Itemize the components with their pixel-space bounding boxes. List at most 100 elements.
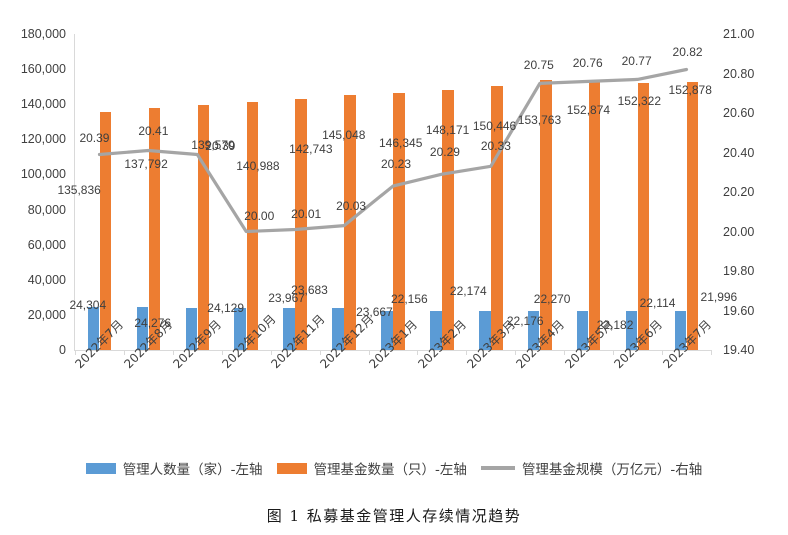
x-axis-tick (417, 350, 419, 355)
bar-label-funds: 152,874 (566, 102, 611, 117)
bar-label-funds: 135,836 (57, 182, 101, 197)
line-label-scale: 20.00 (244, 208, 275, 223)
line-label-scale: 20.01 (291, 206, 322, 221)
left-axis-tick-label: 180,000 (20, 27, 66, 41)
bar-funds (148, 108, 161, 350)
left-axis-tick-label: 100,000 (20, 167, 66, 182)
chart-legend: 管理人数量（家）-左轴 管理基金数量（只）-左轴 管理基金规模（万亿元）-右轴 (0, 458, 788, 478)
legend-label: 管理基金数量（只）-左轴 (313, 462, 467, 478)
x-axis-tick (319, 350, 321, 355)
right-axis-tick-label: 19.40 (723, 343, 755, 357)
x-axis-tick (662, 350, 664, 355)
bar-managers (674, 311, 687, 350)
bar-managers (576, 311, 589, 350)
x-axis-tick (711, 350, 712, 355)
left-axis-tick-label: 20,000 (27, 307, 66, 322)
right-axis-tick-label: 20.00 (723, 224, 755, 239)
line-label-scale: 20.76 (572, 56, 603, 71)
bar-label-managers: 22,156 (391, 292, 428, 307)
line-label-scale: 20.41 (138, 123, 169, 138)
bar-label-funds: 139,570 (191, 137, 235, 152)
x-axis-tick (515, 350, 517, 355)
bar-label-managers: 24,129 (207, 300, 244, 315)
y-axis-line (74, 34, 75, 350)
bar-label-funds: 152,322 (617, 93, 661, 108)
legend-item[interactable]: 管理人数量（家）-左轴 (85, 458, 263, 478)
right-axis-tick-label: 19.80 (723, 264, 755, 278)
bar-funds (686, 81, 699, 350)
x-axis-tick (123, 350, 125, 355)
bar-label-funds: 152,878 (668, 82, 712, 97)
bar-label-funds: 148,171 (425, 122, 470, 137)
line-label-scale: 20.77 (621, 54, 652, 69)
bar-label-funds: 150,446 (472, 118, 517, 133)
bar-label-funds: 146,345 (379, 136, 423, 151)
right-axis-tick-label: 20.20 (723, 185, 755, 199)
left-axis-tick-label: 0 (59, 343, 66, 357)
bar-label-managers: 23,683 (291, 283, 328, 298)
bar-funds (588, 81, 601, 350)
bar-label-funds: 140,988 (236, 159, 280, 174)
bar-managers (381, 311, 393, 350)
bar-label-managers: 22,114 (639, 296, 676, 311)
x-axis-tick (221, 350, 223, 355)
bar-funds (393, 93, 405, 350)
bar-funds (246, 102, 259, 350)
right-axis-tick-label: 20.80 (723, 66, 755, 81)
figure-caption: 图 1 私募基金管理人存续情况趋势 (266, 507, 522, 525)
left-axis-tick-label: 160,000 (20, 62, 66, 77)
bar-managers (234, 307, 246, 350)
bar-managers (136, 307, 149, 350)
legend-item[interactable]: 管理基金规模（万亿元）-右轴 (480, 458, 703, 478)
x-axis-tick (368, 350, 370, 355)
line-label-scale: 20.75 (523, 58, 554, 73)
right-axis-tick-label: 19.60 (723, 303, 755, 318)
x-axis-tick (564, 350, 566, 355)
line-label-scale: 20.03 (336, 198, 367, 213)
bar-label-funds: 145,048 (322, 128, 366, 143)
bar-label-managers: 23,667 (356, 305, 393, 320)
bar-label-managers: 22,270 (533, 291, 571, 306)
bar-managers (87, 307, 100, 350)
bar-managers (527, 310, 540, 350)
legend-label: 管理基金规模（万亿元）-右轴 (521, 462, 703, 478)
line-label-scale: 20.39 (205, 139, 236, 154)
right-axis-tick-label: 21.00 (723, 27, 755, 41)
line-label-scale: 20.23 (381, 157, 412, 172)
bar-funds (295, 99, 307, 350)
legend-swatch-icon (85, 462, 116, 474)
right-axis-tick-label: 20.40 (723, 145, 755, 160)
bar-label-managers: 22,176 (506, 314, 544, 329)
x-axis-tick (613, 350, 615, 355)
bar-managers (625, 311, 638, 350)
bar-managers (479, 311, 491, 350)
left-axis-tick-label: 120,000 (20, 132, 66, 147)
bar-label-funds: 137,792 (124, 157, 168, 172)
bar-label-managers: 22,174 (449, 284, 487, 299)
bar-label-managers: 24,276 (134, 316, 172, 331)
bar-managers (332, 308, 344, 350)
legend-label: 管理人数量（家）-左轴 (122, 462, 263, 478)
right-axis-tick-label: 20.60 (723, 106, 755, 120)
left-axis-tick-label: 80,000 (27, 202, 66, 217)
x-axis-tick (172, 350, 174, 355)
bar-label-funds: 153,763 (517, 113, 562, 128)
left-axis-tick-label: 40,000 (27, 272, 66, 287)
bar-label-managers: 22,182 (596, 318, 634, 333)
line-label-scale: 20.82 (672, 44, 703, 59)
legend-item[interactable]: 管理基金数量（只）-左轴 (276, 458, 467, 478)
x-axis-line (74, 350, 711, 351)
x-axis-tick (270, 350, 272, 355)
line-label-scale: 20.33 (480, 139, 511, 154)
bar-label-managers: 21,996 (700, 290, 738, 305)
bar-label-managers: 24,304 (69, 298, 107, 313)
bar-managers (185, 307, 197, 350)
left-axis-tick-label: 60,000 (27, 237, 66, 252)
bar-managers (430, 311, 442, 350)
bar-label-funds: 142,743 (289, 142, 333, 157)
bar-label-managers: 23,967 (268, 290, 305, 305)
x-axis-tick (466, 350, 468, 355)
line-label-scale: 20.29 (429, 145, 460, 160)
bar-funds (99, 111, 112, 350)
